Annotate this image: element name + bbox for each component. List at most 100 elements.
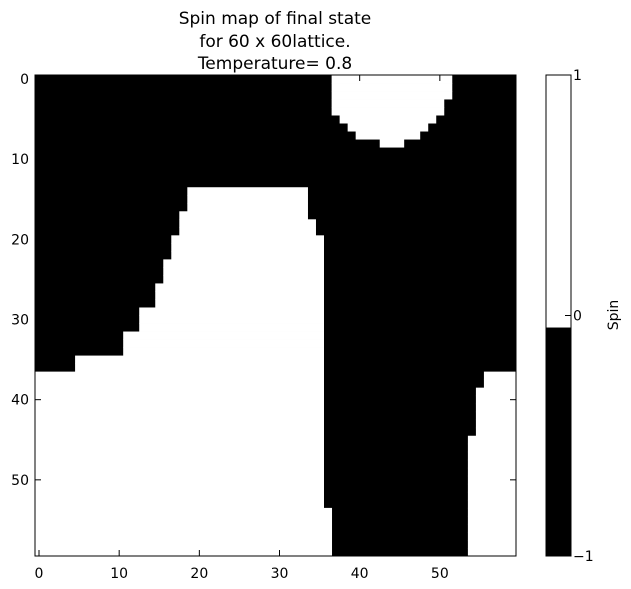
spin-up-run [467,475,517,485]
spin-up-run [139,323,324,332]
spin-up-run [483,371,517,381]
spin-up-run [467,556,517,565]
x-tick-label: 40 [351,566,369,582]
y-tick-label: 20 [11,232,29,248]
spin-up-run [179,227,316,236]
spin-up-run [35,475,324,485]
spin-up-run [35,451,324,461]
plot-frame [34,74,517,557]
spin-up-run [379,139,405,148]
colorbar-tick-label: −1 [573,549,594,565]
spin-up-run [467,539,517,549]
spin-up-run [171,235,324,244]
spin-up-run [35,523,333,533]
x-axis-ticks: 0 10 20 30 40 50 [35,75,449,582]
spin-up-run [187,187,308,196]
spin-up-run [35,499,324,509]
spin-up-run [475,403,517,413]
spin-up-run [187,203,308,212]
spin-up-run [35,411,324,421]
spin-up-run [35,379,324,389]
colorbar: 1 0 −1 [545,68,594,565]
spin-up-run [163,275,324,284]
colorbar-tick-label: 1 [573,68,582,84]
spin-up-run [35,371,324,381]
spin-up-run [35,507,333,517]
spin-up-run [139,307,324,316]
spin-up-run [339,115,437,124]
spin-up-run [35,556,333,565]
spin-up-run [35,459,324,469]
spin-up-run [35,483,324,493]
spin-up-run [467,459,517,469]
spin-up-run [355,131,421,140]
y-tick-label: 10 [11,152,29,168]
spin-up-run [139,315,324,324]
spin-up-run [467,515,517,525]
spin-up-run [331,83,453,92]
spin-up-run [155,299,324,308]
spin-up-run [331,91,453,100]
spin-up-run [467,483,517,493]
spin-up-run [155,291,324,300]
spin-up-run [171,243,324,252]
spin-up-run [347,123,429,132]
spin-up-run [75,355,324,364]
spin-up-run [467,491,517,501]
y-tick-label: 30 [11,313,29,329]
x-tick-label: 50 [431,566,449,582]
spin-up-run [467,547,517,557]
spin-up-run [123,347,325,356]
spin-up-run [163,259,324,268]
spin-up-run [35,427,324,437]
spin-up-run [35,387,324,397]
spin-up-run [35,443,324,453]
spin-up-run [475,427,517,437]
spin-up-run [331,75,453,84]
spin-up-run [35,491,324,501]
spin-up-run [75,363,324,373]
spin-up-run [475,387,517,397]
spin-up-run [331,107,445,116]
spin-up-run [467,443,517,453]
spin-up-run [467,531,517,541]
x-tick-label: 30 [271,566,289,582]
spin-up-run [35,403,324,413]
spin-up-run [187,195,308,204]
spin-up-run [35,467,324,477]
spin-up-run [467,507,517,517]
spin-up-run [155,283,324,292]
y-tick-label: 50 [11,473,29,489]
spin-up-run [467,435,517,445]
spin-up-run [35,547,333,557]
chart-title-line-3: Temperature= 0.8 [197,54,352,74]
spin-up-run [331,99,445,108]
spin-up-run [123,331,325,340]
spin-lattice [35,75,517,565]
colorbar-white-segment [546,75,571,328]
x-tick-label: 20 [190,566,208,582]
spin-up-run [179,211,308,220]
spin-up-run [35,435,324,445]
x-tick-label: 10 [110,566,128,582]
spin-up-run [35,539,333,549]
y-tick-label: 40 [11,393,29,409]
spin-up-run [475,395,517,405]
spin-up-run [35,419,324,429]
colorbar-tick-label: 0 [573,309,582,325]
y-tick-label: 0 [20,72,29,88]
spin-up-run [35,395,324,405]
spin-up-run [123,339,325,348]
spin-up-run [483,379,517,389]
chart-title-line-1: Spin map of final state [179,9,372,29]
colorbar-label: Spin [606,300,622,331]
y-axis-ticks: 0 10 20 30 40 50 [11,72,516,489]
spin-up-run [467,523,517,533]
colorbar-black-segment [546,327,571,556]
spin-up-run [35,531,333,541]
spin-up-run [179,219,316,228]
spin-up-run [171,251,324,260]
spin-up-run [163,267,324,276]
spin-up-run [467,467,517,477]
